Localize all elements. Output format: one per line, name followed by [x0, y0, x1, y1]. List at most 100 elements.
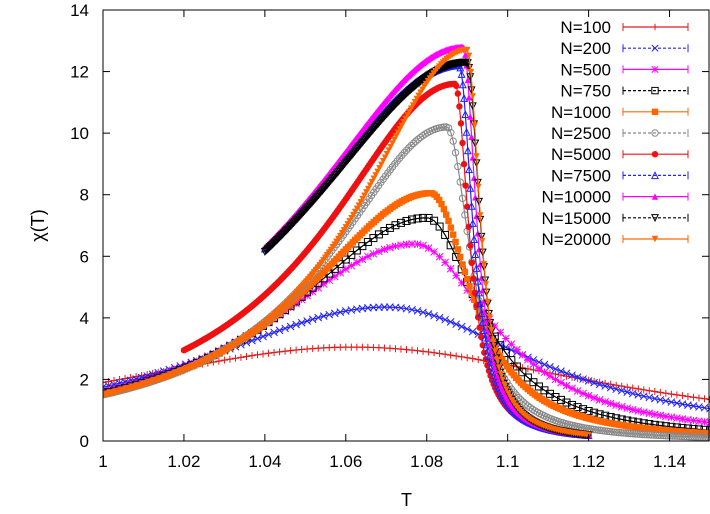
data-point: [636, 430, 644, 438]
data-point: [409, 139, 418, 148]
data-point: [519, 398, 527, 406]
data-point: [568, 384, 576, 393]
data-point: [469, 355, 477, 363]
data-point: [678, 432, 686, 441]
data-point: [699, 433, 707, 441]
data-point: [622, 429, 630, 437]
data-point: [278, 230, 287, 240]
data-point: [518, 368, 527, 377]
series-n1000: [103, 189, 710, 437]
data-point: [598, 426, 607, 435]
data-point: [492, 344, 499, 352]
data-point: [579, 375, 587, 383]
data-point: [456, 63, 465, 72]
data-point: [440, 123, 448, 131]
data-point: [501, 359, 508, 367]
data-point: [468, 327, 477, 336]
data-point: [667, 390, 675, 398]
data-point: [484, 298, 491, 306]
data-point: [606, 399, 615, 408]
data-point: [391, 221, 400, 230]
data-point: [475, 183, 482, 191]
data-point: [470, 275, 477, 282]
y-tick-label: 2: [80, 370, 89, 389]
data-point: [706, 404, 710, 413]
legend-item: N=20000: [542, 230, 689, 249]
data-point: [650, 431, 658, 439]
data-point: [413, 240, 422, 249]
data-point: [463, 325, 472, 333]
x-tick-label: 1.02: [167, 452, 200, 471]
data-point: [678, 415, 687, 423]
data-point: [291, 216, 301, 225]
data-point: [468, 259, 476, 267]
data-point: [706, 395, 710, 403]
data-point: [470, 174, 478, 181]
data-point: [651, 151, 659, 158]
legend-label: N=10000: [542, 188, 611, 207]
data-point: [562, 369, 571, 378]
data-point: [573, 373, 582, 382]
data-point: [463, 286, 472, 295]
data-point: [449, 231, 457, 238]
data-point: [380, 245, 389, 254]
data-point: [319, 280, 328, 288]
data-point: [396, 218, 405, 227]
data-point: [385, 107, 394, 116]
data-point: [303, 317, 312, 325]
legend-item: N=500: [560, 60, 689, 79]
data-point: [454, 162, 462, 171]
data-point: [392, 99, 401, 108]
x-tick-label: 1.04: [248, 452, 281, 471]
data-point: [287, 347, 295, 355]
data-point: [680, 432, 689, 441]
data-point: [633, 430, 642, 438]
data-point: [471, 122, 478, 129]
data-point: [121, 375, 129, 383]
data-point: [662, 412, 670, 421]
data-point: [479, 342, 486, 349]
data-point: [477, 212, 484, 219]
data-point: [692, 433, 700, 441]
data-point: [551, 393, 560, 402]
data-point: [612, 381, 620, 389]
data-point: [385, 223, 394, 232]
data-point: [623, 404, 632, 413]
data-point: [634, 385, 642, 393]
data-point: [468, 218, 477, 227]
y-tick-label: 0: [80, 432, 89, 451]
data-point: [617, 402, 626, 411]
data-point: [521, 400, 530, 408]
data-point: [464, 275, 471, 283]
data-point: [492, 348, 499, 355]
legend-label: N=20000: [542, 230, 611, 249]
data-point: [441, 350, 449, 358]
legend-item: N=5000: [551, 145, 689, 164]
data-point: [358, 255, 367, 264]
data-point: [449, 137, 457, 145]
data-point: [695, 417, 703, 426]
data-point: [270, 349, 278, 357]
data-point: [499, 376, 506, 384]
data-point: [470, 234, 479, 243]
data-point: [628, 405, 637, 414]
data-point: [481, 333, 490, 342]
data-point: [424, 310, 433, 318]
data-point: [499, 356, 506, 363]
data-point: [651, 65, 659, 73]
data-point: [464, 46, 471, 54]
data-point: [295, 212, 304, 221]
data-point: [673, 391, 681, 399]
data-point: [659, 431, 668, 440]
data-point: [452, 271, 461, 280]
data-point: [696, 433, 705, 441]
data-point: [507, 356, 516, 365]
data-point: [296, 211, 305, 220]
data-point: [280, 228, 289, 237]
plot-curves: [103, 43, 710, 441]
data-point: [601, 427, 609, 435]
y-tick-label: 4: [80, 309, 89, 328]
data-point: [319, 312, 328, 320]
data-point: [435, 252, 444, 261]
data-point: [615, 428, 623, 437]
